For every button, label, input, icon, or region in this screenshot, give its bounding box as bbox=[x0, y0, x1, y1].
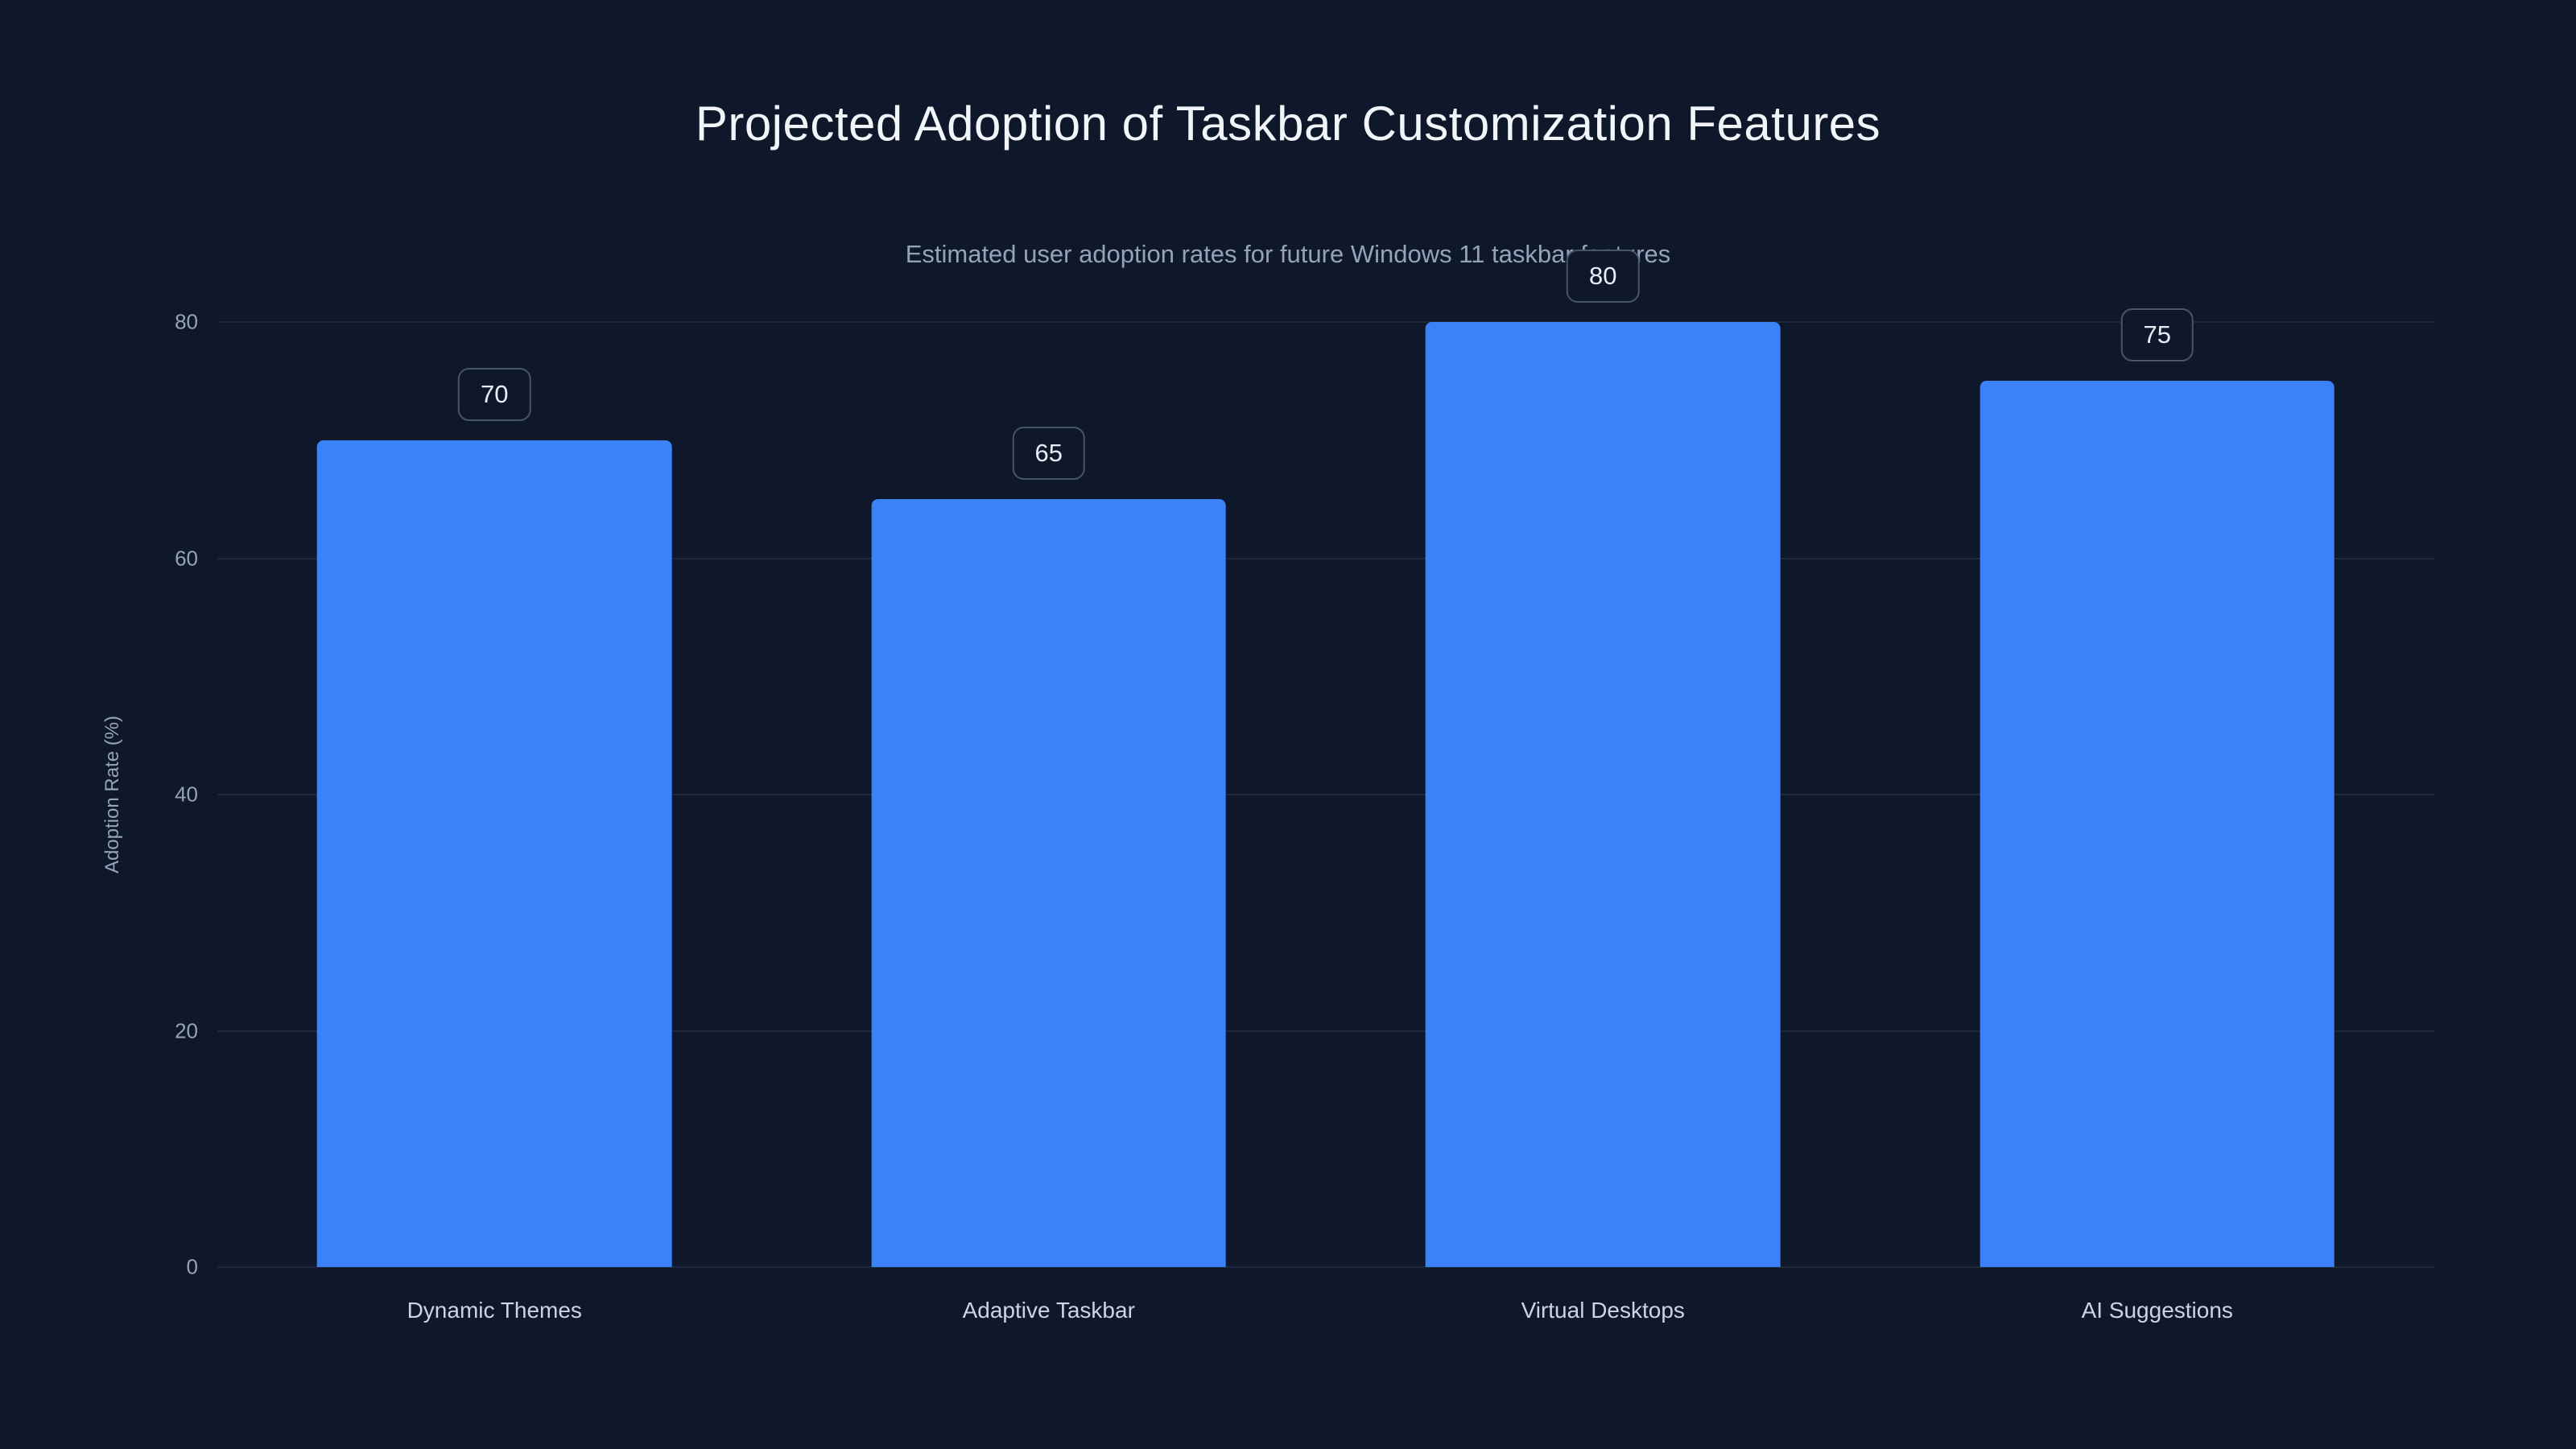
bar-value-badge: 70 bbox=[458, 367, 531, 421]
bar[interactable] bbox=[316, 440, 672, 1267]
y-tick-label: 60 bbox=[175, 546, 198, 570]
y-axis-ticks: 0 20 40 60 80 bbox=[101, 310, 198, 1279]
plot-area: 0 20 40 60 80 70 Dynamic Themes 65 Adaptive Tas… bbox=[175, 249, 2435, 1323]
bar[interactable] bbox=[1979, 381, 2335, 1267]
x-axis-category-label: Virtual Desktops bbox=[1521, 1298, 1685, 1323]
bar[interactable] bbox=[871, 499, 1227, 1267]
bar-value-badge: 80 bbox=[1567, 249, 1640, 303]
bar-slot: 80 Virtual Desktops bbox=[1326, 249, 1880, 1323]
bar-slot: 65 Adaptive Taskbar bbox=[772, 322, 1327, 1323]
chart-title: Projected Adoption of Taskbar Customizat… bbox=[695, 97, 1881, 151]
bar-slot: 75 AI Suggestions bbox=[1880, 308, 2435, 1323]
bar-value-badge: 75 bbox=[2120, 308, 2194, 362]
x-axis-category-label: Dynamic Themes bbox=[407, 1298, 582, 1323]
bar-value-badge: 65 bbox=[1012, 427, 1085, 481]
gridlines bbox=[217, 321, 2434, 1268]
x-axis-category-label: AI Suggestions bbox=[2081, 1298, 2233, 1323]
y-tick-label: 0 bbox=[186, 1254, 198, 1279]
gridline bbox=[217, 321, 2434, 323]
gridline bbox=[217, 794, 2434, 795]
bar-slot: 70 Dynamic Themes bbox=[217, 322, 772, 1323]
y-tick-label: 80 bbox=[175, 309, 198, 334]
y-tick-label: 20 bbox=[175, 1018, 198, 1042]
bars: 70 Dynamic Themes 65 Adaptive Taskbar 80 Virt… bbox=[217, 249, 2435, 1323]
y-tick-label: 40 bbox=[175, 782, 198, 807]
gridline bbox=[217, 1266, 2434, 1268]
gridline bbox=[217, 557, 2434, 559]
bar[interactable] bbox=[1425, 322, 1781, 1267]
chart-subtitle: Estimated user adoption rates for future… bbox=[905, 240, 1671, 268]
gridline bbox=[217, 1030, 2434, 1032]
x-axis-category-label: Adaptive Taskbar bbox=[962, 1298, 1135, 1323]
